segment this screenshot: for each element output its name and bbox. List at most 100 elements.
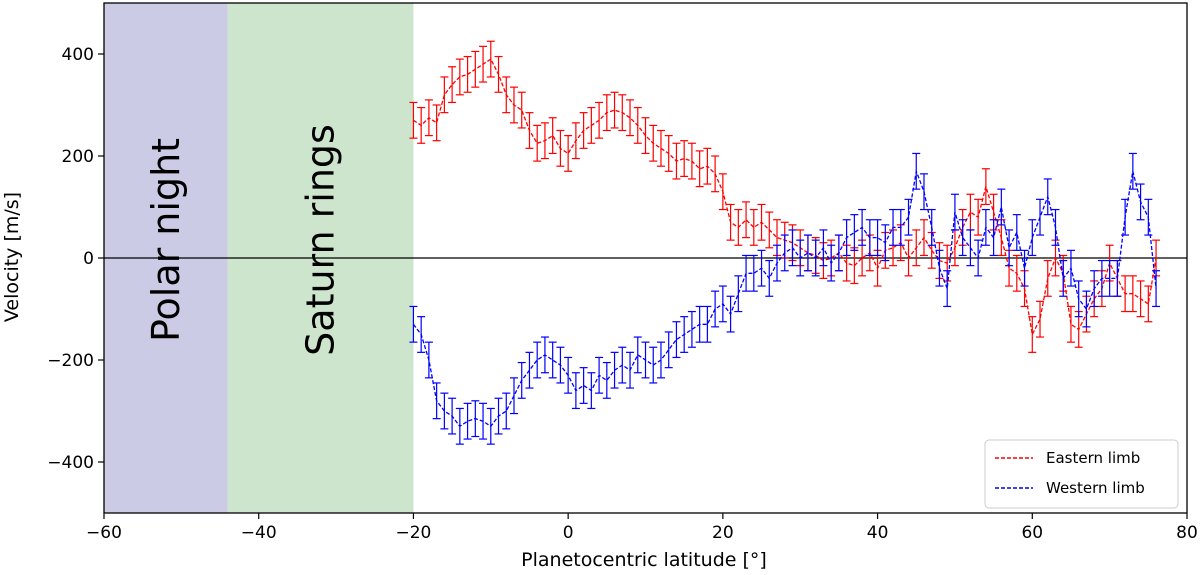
error-bar — [633, 336, 642, 374]
error-bar — [927, 208, 936, 246]
error-bar — [641, 117, 650, 155]
error-bar — [850, 214, 859, 251]
error-bar — [618, 346, 627, 384]
error-bar — [672, 321, 681, 359]
error-bar — [509, 377, 518, 415]
error-bar — [1012, 214, 1021, 251]
error-bar — [1043, 259, 1052, 297]
region-label-polar-night: Polar night — [144, 138, 188, 342]
error-bar — [858, 208, 867, 246]
error-bar — [827, 244, 836, 282]
error-bar — [726, 203, 735, 241]
error-bar — [571, 372, 580, 410]
error-bar — [734, 275, 743, 313]
error-bar — [1128, 152, 1137, 190]
x-tick-label: 60 — [1021, 523, 1043, 543]
error-bar — [1028, 219, 1037, 257]
error-bar — [517, 361, 526, 399]
x-axis-title: Planetocentric latitude [°] — [521, 549, 767, 571]
error-bar — [1066, 249, 1075, 287]
error-bar — [556, 346, 565, 384]
error-bar — [981, 208, 990, 246]
error-bar — [595, 101, 604, 139]
error-bar — [803, 234, 812, 272]
series-line-eastern-limb — [413, 58, 1157, 337]
error-bar — [1113, 259, 1122, 297]
error-bar — [533, 341, 542, 379]
error-bar — [602, 361, 611, 399]
error-bar — [595, 356, 604, 394]
error-bar — [734, 208, 743, 246]
error-bar — [494, 55, 503, 93]
y-axis-title: Velocity [m/s] — [1, 192, 23, 322]
error-bar — [904, 239, 913, 277]
error-bar — [726, 295, 735, 333]
error-bar — [448, 66, 457, 104]
error-bar — [1051, 208, 1060, 246]
error-bar — [525, 351, 534, 389]
error-bar — [641, 341, 650, 379]
error-bar — [765, 211, 774, 249]
error-bar — [1074, 280, 1083, 318]
error-bar — [1097, 259, 1106, 297]
error-bar — [974, 239, 983, 277]
series-line-western-limb — [412, 168, 1157, 428]
error-bar — [780, 234, 789, 272]
error-bar — [587, 372, 596, 410]
error-bar — [626, 99, 635, 137]
y-tick-label: 400 — [62, 45, 94, 65]
error-bar — [656, 129, 665, 167]
error-bar — [703, 305, 712, 343]
error-bar — [533, 124, 542, 162]
error-bar — [1059, 259, 1068, 297]
error-bar — [564, 356, 573, 394]
error-bar — [904, 198, 913, 236]
error-bar — [455, 407, 464, 445]
error-bar — [1028, 316, 1037, 353]
y-tick-label: −400 — [47, 453, 94, 473]
error-bar — [687, 310, 696, 348]
x-tick-label: 80 — [1176, 523, 1198, 543]
error-bar — [1136, 280, 1145, 318]
x-tick-label: −20 — [395, 523, 431, 543]
error-bar — [966, 193, 975, 231]
error-bar — [618, 94, 627, 132]
error-bar — [610, 351, 619, 389]
error-bar — [409, 305, 418, 343]
error-bar — [548, 117, 557, 155]
error-bar — [409, 101, 418, 139]
error-bar — [695, 305, 704, 343]
error-bar — [432, 104, 441, 142]
error-bar — [765, 259, 774, 297]
error-bar — [958, 219, 967, 257]
error-bar — [943, 270, 952, 308]
error-bar — [424, 341, 433, 379]
error-bar — [417, 106, 426, 144]
error-bar — [1144, 285, 1153, 323]
error-bar — [981, 168, 990, 206]
error-bar — [919, 173, 928, 211]
error-bar — [471, 400, 480, 438]
error-bar — [579, 367, 588, 404]
error-bar — [471, 50, 480, 88]
error-bar — [896, 208, 905, 246]
error-bar — [540, 122, 549, 160]
error-bar — [502, 392, 511, 430]
error-bar — [749, 254, 758, 292]
error-bar — [587, 106, 596, 144]
error-bar — [448, 397, 457, 435]
error-bar — [1144, 198, 1153, 236]
error-bar — [1066, 305, 1075, 343]
error-bar — [912, 152, 921, 190]
error-bar — [626, 351, 635, 389]
error-bar — [479, 402, 488, 440]
error-bar — [757, 203, 766, 241]
error-bar — [509, 86, 518, 124]
y-tick-label: 0 — [83, 249, 94, 269]
error-bar — [440, 76, 449, 114]
error-bar — [811, 239, 820, 277]
error-bar — [440, 392, 449, 430]
error-bar — [1036, 198, 1045, 236]
x-tick-label: 0 — [563, 523, 574, 543]
